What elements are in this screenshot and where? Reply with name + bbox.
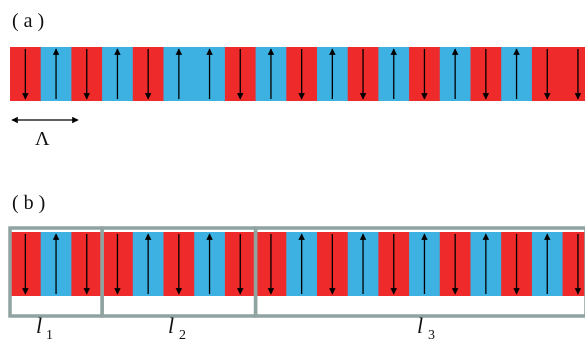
segment-sub-l3: 3 (428, 328, 435, 342)
segment-label-l1: l (36, 313, 42, 338)
panel-a-label: ( a ) (12, 10, 44, 32)
segment-frames (8, 226, 585, 318)
domain-strip-a (10, 47, 585, 101)
domain-strip-b (10, 232, 585, 296)
segment-sub-l2: 2 (179, 328, 186, 342)
panel-b-label: ( b ) (12, 192, 45, 214)
segment-label-l3: l (417, 313, 423, 338)
segment-frame-l3 (253, 226, 585, 318)
a-domain-down (562, 47, 585, 101)
period-label: Λ (35, 128, 50, 150)
b-domain-down (562, 232, 585, 296)
segment-sub-l1: 1 (46, 328, 53, 342)
segment-label-l2: l (168, 313, 174, 338)
